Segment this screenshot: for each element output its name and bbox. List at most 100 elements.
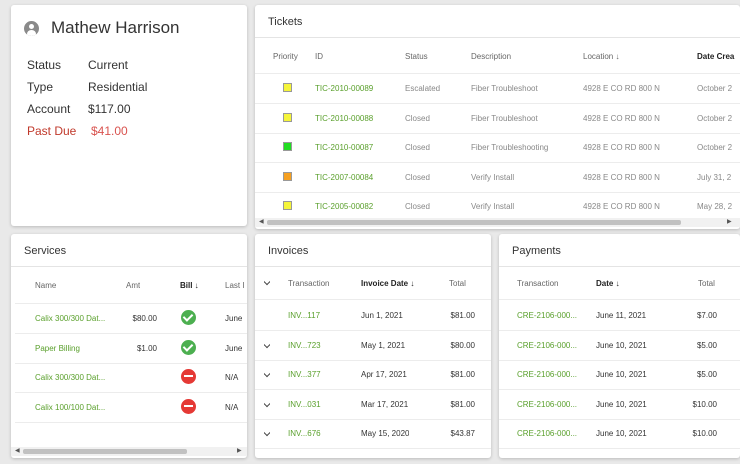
scroll-left-icon[interactable]: ◀ [259,219,264,225]
payments-header-row: Transaction Date ↓ Total [499,268,740,300]
col-total[interactable]: Total [449,279,466,288]
service-row[interactable]: Calix 300/300 Dat... N/A [15,363,247,393]
invoice-row[interactable]: INV...377 Apr 17, 2021 $81.00 [255,360,491,391]
payment-row[interactable]: CRE-2106-000... June 10, 2021 $10.00 [499,390,740,420]
service-last-date: June [225,314,243,323]
col-location[interactable]: Location ↓ [583,51,620,61]
col-description[interactable]: Description [471,51,512,61]
priority-square [283,83,292,92]
payment-date: June 11, 2021 [596,311,647,320]
invoice-row[interactable]: INV...676 May 15, 2020 $43.87 [255,419,491,450]
ticket-id-link[interactable]: TIC-2010-00087 [315,143,374,153]
service-name-link[interactable]: Calix 100/100 Dat... [35,402,106,412]
col-amt[interactable]: Amt [126,281,141,290]
services-scrollbar[interactable]: ◀ ▶ [11,447,247,456]
ticket-location: 4928 E CO RD 800 N [583,172,660,182]
payment-date: June 10, 2021 [596,340,647,350]
ticket-date: October 2 [697,143,733,153]
expand-all-chevron-icon[interactable] [264,277,270,286]
col-priority[interactable]: Priority [273,51,298,61]
invoice-total: $81.00 [450,311,475,320]
payment-total: $10.00 [692,399,717,409]
invoice-row[interactable]: INV...723 May 1, 2021 $80.00 [255,331,491,361]
ticket-date: May 28, 2 [697,202,733,212]
ticket-row[interactable]: TIC-2007-00084 Closed Verify Install 4928 E… [255,163,740,193]
invoice-row[interactable]: INV...117 Jun 1, 2021 $81.00 [255,301,491,331]
invoice-transaction-link[interactable]: INV...117 [288,311,321,320]
priority-indicator-icon [283,142,292,153]
invoice-total: $81.00 [450,399,475,409]
tickets-header-row: Priority ID Status Description Location … [255,39,740,74]
scroll-left-icon[interactable]: ◀ [15,448,20,454]
col-transaction[interactable]: Transaction [517,279,559,288]
ticket-id-link[interactable]: TIC-2010-00088 [315,113,374,123]
ticket-row[interactable]: TIC-2010-00087 Closed Fiber Troubleshootin… [255,133,740,164]
payment-transaction-link[interactable]: CRE-2106-000... [517,429,578,439]
ticket-id-link[interactable]: TIC-2010-00089 [315,84,374,93]
ticket-location: 4928 E CO RD 800 N [583,202,660,212]
ticket-status: Closed [405,172,430,182]
payment-row[interactable]: CRE-2106-000... June 11, 2021 $7.00 [499,301,740,331]
col-id[interactable]: ID [315,51,323,61]
col-date[interactable]: Date ↓ [596,279,620,288]
col-total[interactable]: Total [698,279,715,288]
service-row[interactable]: Paper Billing $1.00 June [15,334,247,364]
service-name-link[interactable]: Calix 300/300 Dat... [35,373,106,382]
payments-table: Transaction Date ↓ Total CRE-2106-000...… [499,268,740,458]
payment-row[interactable]: CRE-2106-000... June 10, 2021 $10.00 [499,419,740,450]
service-row[interactable]: Calix 300/300 Dat... $80.00 June [15,304,247,334]
col-bill[interactable]: Bill ↓ [180,281,199,290]
invoices-header-row: Transaction Invoice Date ↓ Total [255,268,491,300]
ticket-description: Fiber Troubleshoot [471,84,538,93]
scrollbar-thumb[interactable] [23,449,187,454]
col-last[interactable]: Last I [225,281,245,290]
invoice-transaction-link[interactable]: INV...031 [288,399,321,409]
account-avatar-icon [24,20,39,36]
payment-total: $7.00 [696,311,717,320]
scroll-right-icon[interactable]: ▶ [727,219,732,225]
invoice-total: $81.00 [450,370,475,380]
col-transaction[interactable]: Transaction [288,279,330,288]
ticket-id-link[interactable]: TIC-2005-00082 [315,202,374,212]
col-status[interactable]: Status [405,51,428,61]
payment-transaction-link[interactable]: CRE-2106-000... [517,370,578,380]
invoice-transaction-link[interactable]: INV...723 [288,340,321,350]
service-row[interactable]: Calix 100/100 Dat... N/A [15,393,247,423]
payment-transaction-link[interactable]: CRE-2106-000... [517,399,578,409]
ticket-status: Escalated [405,84,441,93]
payment-transaction-link[interactable]: CRE-2106-000... [517,340,578,350]
service-last-date: June [225,343,243,353]
invoice-transaction-link[interactable]: INV...676 [288,429,321,439]
services-table: Name Amt Bill ↓ Last I Calix 300/300 Dat… [15,268,247,446]
ticket-row[interactable]: TIC-2010-00088 Closed Fiber Troubleshoot 49… [255,104,740,134]
detail-value: $117.00 [88,102,131,116]
expand-row-chevron-icon[interactable] [264,339,270,349]
invoice-date: Jun 1, 2021 [361,311,403,320]
service-name-link[interactable]: Calix 300/300 Dat... [35,314,106,323]
ticket-location: 4928 E CO RD 800 N [583,84,660,93]
tickets-scrollbar[interactable]: ◀ ▶ [255,218,740,227]
not-billed-icon [181,398,196,416]
expand-row-chevron-icon[interactable] [264,398,270,408]
scroll-right-icon[interactable]: ▶ [237,448,242,454]
priority-square [283,171,292,181]
priority-indicator-icon [283,201,292,212]
expand-row-chevron-icon[interactable] [264,369,270,378]
service-last-date: N/A [225,402,239,412]
col-date[interactable]: Date Crea [697,51,735,61]
ticket-id-link[interactable]: TIC-2007-00084 [315,172,374,182]
payment-row[interactable]: CRE-2106-000... June 10, 2021 $5.00 [499,331,740,361]
tickets-title: Tickets [255,5,740,38]
expand-row-chevron-icon[interactable] [264,428,270,437]
payments-card: Payments Transaction Date ↓ Total CRE-21… [499,234,740,458]
ticket-row[interactable]: TIC-2010-00089 Escalated Fiber Troubleshoo… [255,74,740,104]
service-name-link[interactable]: Paper Billing [35,343,80,353]
payment-transaction-link[interactable]: CRE-2106-000... [517,311,578,320]
invoice-transaction-link[interactable]: INV...377 [288,370,321,380]
col-invoice-date[interactable]: Invoice Date ↓ [361,279,415,288]
invoice-row[interactable]: INV...031 Mar 17, 2021 $81.00 [255,390,491,420]
col-name[interactable]: Name [35,281,57,290]
scrollbar-thumb[interactable] [267,220,681,225]
payment-total: $5.00 [696,370,717,380]
payment-row[interactable]: CRE-2106-000... June 10, 2021 $5.00 [499,360,740,391]
